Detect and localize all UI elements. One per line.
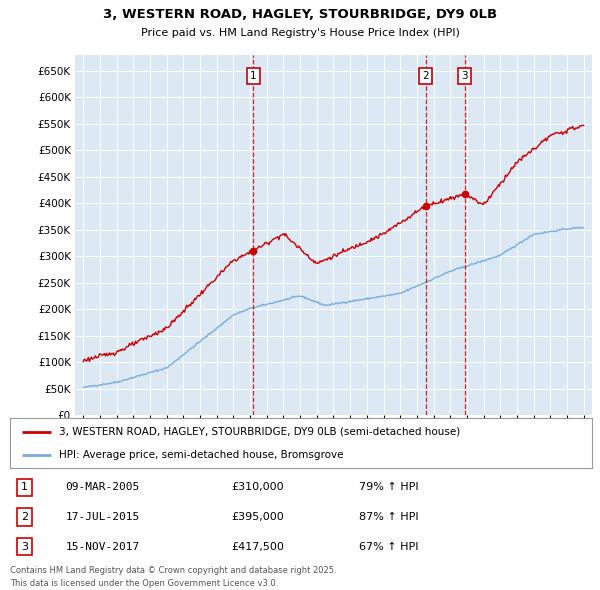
Text: 2: 2 [21, 512, 28, 522]
Text: 3: 3 [21, 542, 28, 552]
Text: 17-JUL-2015: 17-JUL-2015 [65, 512, 140, 522]
Text: 15-NOV-2017: 15-NOV-2017 [65, 542, 140, 552]
Text: 09-MAR-2005: 09-MAR-2005 [65, 482, 140, 492]
Text: Price paid vs. HM Land Registry's House Price Index (HPI): Price paid vs. HM Land Registry's House … [140, 28, 460, 38]
Text: 1: 1 [250, 71, 257, 81]
Text: 2: 2 [422, 71, 429, 81]
Text: £395,000: £395,000 [231, 512, 284, 522]
Text: This data is licensed under the Open Government Licence v3.0.: This data is licensed under the Open Gov… [10, 579, 278, 588]
Text: 79% ↑ HPI: 79% ↑ HPI [359, 482, 419, 492]
Text: 67% ↑ HPI: 67% ↑ HPI [359, 542, 419, 552]
Text: 3, WESTERN ROAD, HAGLEY, STOURBRIDGE, DY9 0LB: 3, WESTERN ROAD, HAGLEY, STOURBRIDGE, DY… [103, 8, 497, 21]
Text: £310,000: £310,000 [231, 482, 284, 492]
Text: Contains HM Land Registry data © Crown copyright and database right 2025.: Contains HM Land Registry data © Crown c… [10, 566, 337, 575]
Text: £417,500: £417,500 [231, 542, 284, 552]
Text: 3, WESTERN ROAD, HAGLEY, STOURBRIDGE, DY9 0LB (semi-detached house): 3, WESTERN ROAD, HAGLEY, STOURBRIDGE, DY… [59, 427, 461, 437]
Text: 87% ↑ HPI: 87% ↑ HPI [359, 512, 419, 522]
Text: 1: 1 [21, 482, 28, 492]
Text: HPI: Average price, semi-detached house, Bromsgrove: HPI: Average price, semi-detached house,… [59, 450, 344, 460]
Text: 3: 3 [461, 71, 468, 81]
